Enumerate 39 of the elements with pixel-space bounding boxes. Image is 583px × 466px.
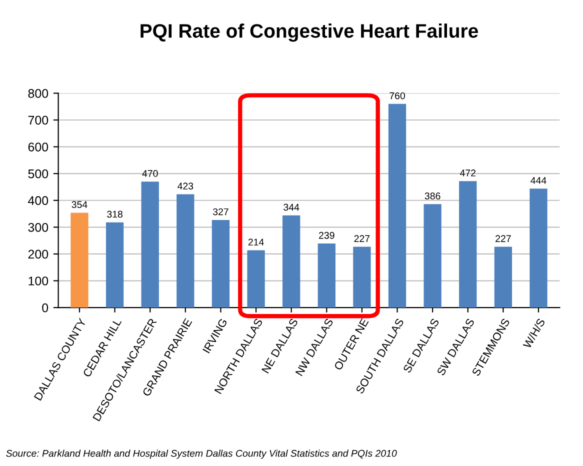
bar	[459, 181, 477, 308]
y-tick-label: 800	[28, 89, 48, 98]
data-label: 423	[178, 182, 194, 190]
bar	[212, 220, 230, 308]
data-label: 472	[460, 170, 476, 176]
data-label: 327	[212, 208, 228, 216]
data-label: 354	[72, 201, 88, 208]
bar	[70, 212, 88, 308]
y-tick-label: 500	[28, 169, 48, 178]
y-tick-label: 300	[28, 222, 48, 232]
y-tick-label: 700	[28, 116, 48, 125]
bar	[141, 182, 159, 308]
y-tick-label: 200	[28, 250, 48, 259]
bar	[106, 222, 124, 308]
data-label: 227	[354, 235, 370, 242]
data-label: 444	[530, 177, 546, 184]
data-label: 239	[319, 232, 334, 239]
data-label: 227	[496, 235, 511, 242]
data-label: 344	[284, 204, 300, 211]
bar	[353, 246, 371, 308]
bar	[388, 104, 406, 308]
bar	[318, 244, 336, 308]
y-tick-label: 400	[28, 196, 48, 206]
bar	[176, 194, 194, 308]
data-label: 470	[142, 170, 158, 177]
bar	[530, 188, 548, 308]
data-label: 214	[248, 238, 264, 246]
y-tick-label: 600	[28, 142, 48, 152]
chart-title: PQI Rate of Congestive Heart Failure	[140, 24, 478, 42]
bar	[424, 204, 442, 308]
bar	[282, 215, 300, 308]
data-label: 318	[107, 210, 122, 218]
source-note: Source: Parkland Health and Hospital System Dallas County Vital Statistics and PQIs 2010	[6, 450, 397, 459]
bar	[247, 250, 265, 308]
y-tick-label: 0	[42, 303, 48, 312]
y-tick-label: 100	[28, 276, 48, 286]
data-label: 386	[424, 192, 440, 200]
bar	[494, 246, 512, 308]
data-label: 760	[390, 92, 405, 100]
